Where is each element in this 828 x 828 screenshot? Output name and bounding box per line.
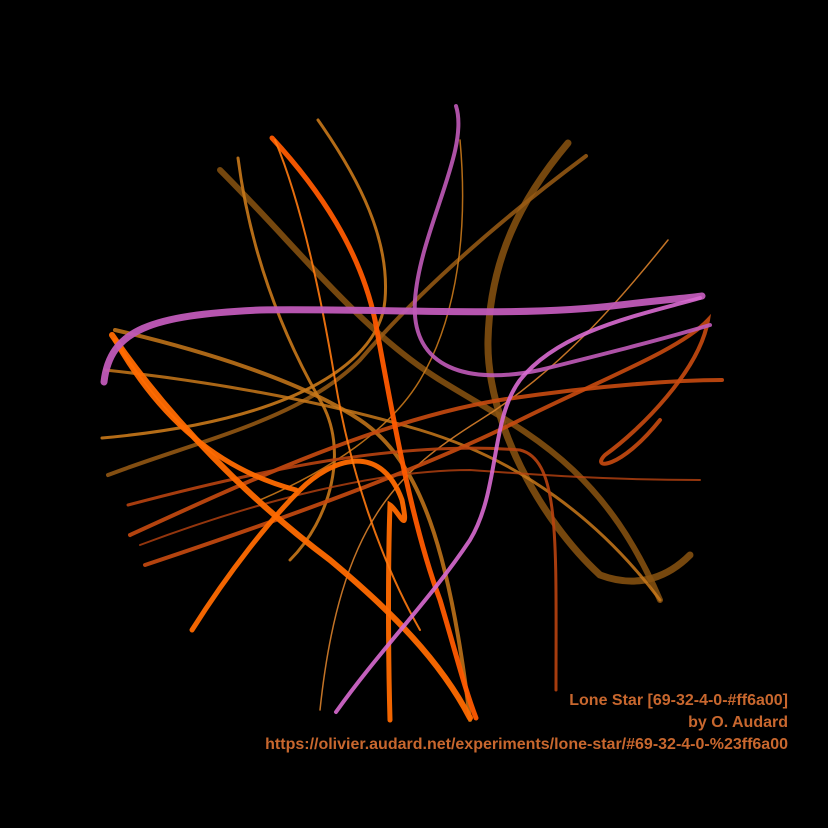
stroke-amber-6: [113, 328, 472, 722]
stroke-pink-1: [334, 296, 702, 714]
stroke-amber-3: [103, 368, 662, 602]
artwork-url[interactable]: https://olivier.audard.net/experiments/l…: [265, 736, 788, 753]
stroke-orange-4: [112, 337, 299, 493]
stroke-dark-orange-4: [139, 468, 701, 546]
stroke-magenta-2: [412, 104, 712, 378]
stroke-amber-1: [236, 156, 336, 562]
stroke-orange-3: [189, 458, 408, 723]
stroke-orange-2: [269, 135, 479, 721]
stroke-amber-4: [259, 139, 464, 501]
stroke-dark-orange-1: [128, 378, 724, 537]
stroke-dark-orange-3: [126, 446, 558, 692]
stroke-orange-5: [274, 139, 421, 631]
artwork-caption: Lone Star [69-32-4-0-#ff6a00] by O. Auda…: [265, 690, 788, 756]
stroke-dark-orange-2: [143, 313, 712, 567]
stroke-brown-2: [484, 139, 694, 585]
stroke-orange-1: [109, 332, 473, 721]
stroke-magenta-1: [100, 292, 706, 386]
artwork-author: by O. Audard: [688, 714, 788, 731]
artwork-title: Lone Star [69-32-4-0-#ff6a00]: [569, 692, 788, 709]
stroke-brown-1: [217, 167, 663, 603]
